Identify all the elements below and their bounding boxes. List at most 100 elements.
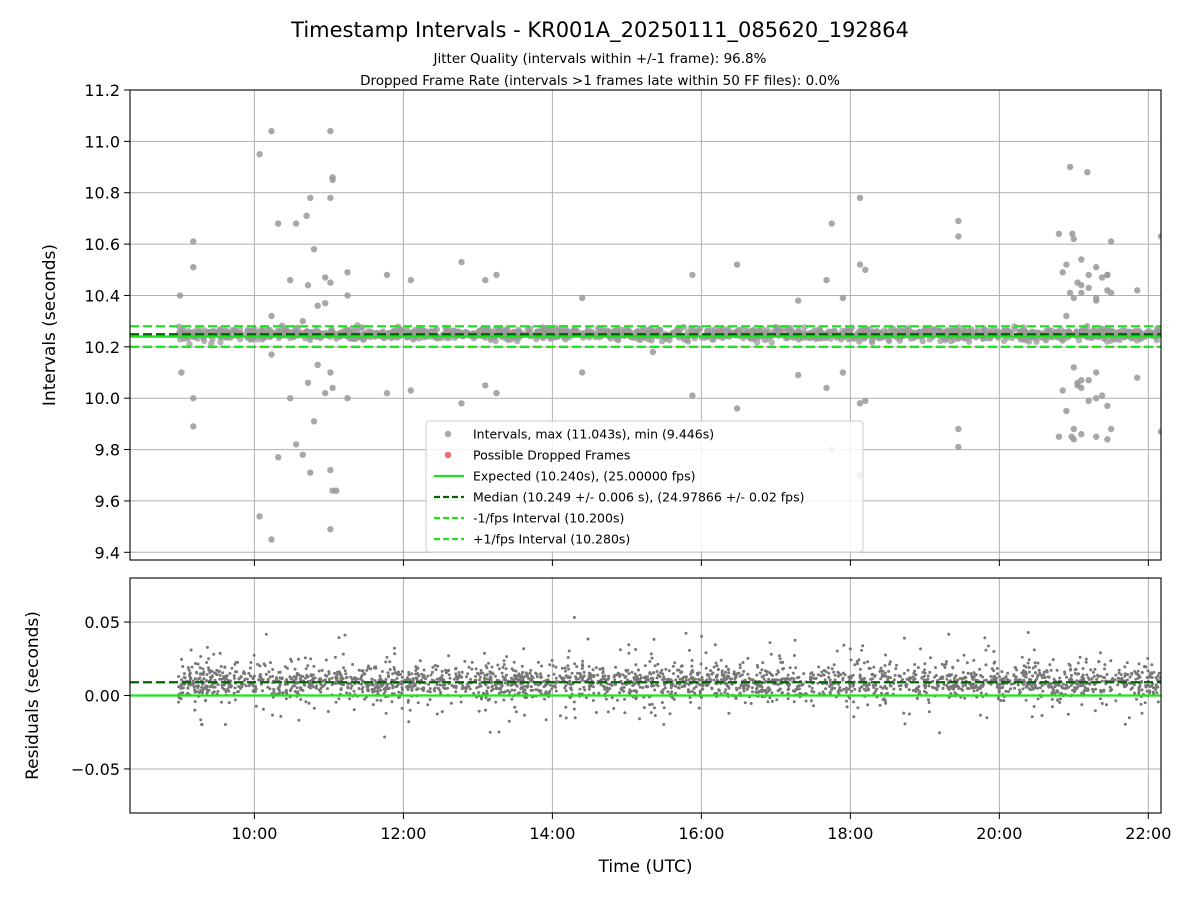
- residual-point: [486, 686, 490, 690]
- residual-point: [483, 677, 487, 681]
- residual-point: [1020, 671, 1024, 675]
- residual-point: [763, 688, 767, 692]
- residual-point: [205, 661, 209, 664]
- residual-point: [999, 699, 1003, 702]
- residual-point: [200, 685, 204, 689]
- residual-point: [181, 686, 185, 690]
- residual-point: [440, 674, 444, 677]
- y-tick-label: 10.0: [84, 389, 120, 408]
- residual-point: [1099, 689, 1103, 692]
- residual-point: [465, 675, 468, 679]
- residual-point: [760, 690, 764, 694]
- residual-point: [292, 675, 296, 679]
- residual-point: [201, 667, 205, 671]
- residual-point: [280, 677, 284, 681]
- interval-outlier-point: [1104, 402, 1111, 410]
- residual-point: [694, 677, 697, 681]
- residual-point: [676, 686, 680, 690]
- residual-point: [1027, 670, 1031, 674]
- residual-point: [553, 684, 557, 688]
- residual-point: [432, 687, 436, 691]
- residual-point: [399, 682, 403, 686]
- residual-point: [1065, 675, 1068, 679]
- residual-point: [307, 685, 311, 689]
- residual-point: [503, 681, 507, 685]
- residual-point: [211, 691, 215, 695]
- residual-point: [911, 675, 915, 679]
- residual-point: [202, 672, 205, 676]
- residual-point: [342, 666, 345, 670]
- residual-point: [971, 677, 975, 681]
- residual-point: [1146, 657, 1150, 660]
- residual-point: [870, 673, 874, 676]
- residual-point: [649, 711, 653, 715]
- interval-point: [1005, 327, 1012, 334]
- residual-point: [1088, 682, 1092, 686]
- residual-point: [479, 668, 483, 672]
- residual-point: [401, 688, 404, 692]
- residual-point: [952, 678, 956, 682]
- residual-point: [767, 686, 771, 690]
- residual-point: [691, 676, 695, 680]
- residual-point: [1111, 677, 1115, 680]
- residual-point: [824, 687, 828, 691]
- residual-point: [312, 685, 316, 689]
- residual-point: [992, 650, 996, 653]
- residual-point: [420, 672, 424, 676]
- residual-point: [200, 723, 204, 726]
- interval-outlier-point: [1078, 289, 1085, 297]
- residual-point: [367, 684, 370, 688]
- interval-point: [868, 337, 876, 344]
- residual-point: [888, 662, 891, 666]
- residual-point: [603, 674, 607, 678]
- residual-point: [580, 677, 584, 681]
- y-tick-label: 9.4: [95, 543, 120, 562]
- residual-point: [1021, 687, 1025, 691]
- residual-point: [1033, 664, 1037, 668]
- residual-point: [298, 686, 302, 690]
- residual-point: [922, 674, 926, 678]
- residual-point: [472, 691, 476, 695]
- interval-point: [768, 339, 775, 346]
- residual-point: [295, 671, 299, 675]
- residual-point: [224, 674, 228, 678]
- residual-point: [484, 708, 488, 712]
- residual-point: [370, 683, 374, 687]
- residual-point: [349, 675, 353, 679]
- residual-point: [776, 669, 780, 673]
- residual-point: [734, 675, 738, 679]
- residual-point: [719, 658, 723, 662]
- residual-point: [646, 685, 650, 689]
- interval-outlier-point: [856, 261, 864, 268]
- residual-point: [1080, 691, 1084, 695]
- residual-point: [567, 675, 571, 679]
- residual-point: [551, 664, 555, 668]
- residual-point: [947, 688, 951, 691]
- residual-point: [743, 678, 747, 682]
- residual-point: [1094, 687, 1098, 691]
- interval-point: [208, 340, 215, 347]
- interval-point: [965, 338, 973, 345]
- residual-point: [889, 676, 893, 680]
- residual-point: [468, 687, 472, 691]
- residual-point: [227, 701, 231, 705]
- residual-point: [486, 677, 490, 681]
- residual-point: [663, 686, 667, 690]
- residual-point: [826, 666, 830, 670]
- interval-outlier-point: [307, 194, 314, 202]
- residual-point: [252, 674, 256, 678]
- interval-outlier-point: [955, 217, 962, 225]
- residual-point: [299, 698, 303, 701]
- residual-point: [240, 685, 244, 689]
- residual-point: [658, 675, 662, 678]
- residual-point: [1114, 673, 1118, 677]
- residual-point: [672, 697, 676, 701]
- residual-point: [435, 683, 439, 687]
- residual-point: [966, 671, 970, 675]
- residual-point: [856, 662, 859, 666]
- residual-point: [274, 678, 278, 682]
- interval-outlier-point: [329, 174, 336, 181]
- residual-point: [182, 672, 186, 676]
- residual-point: [972, 658, 976, 662]
